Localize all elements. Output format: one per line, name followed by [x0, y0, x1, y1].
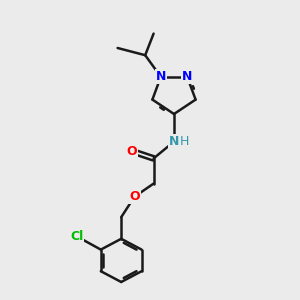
Text: O: O — [129, 190, 140, 203]
Text: N: N — [169, 135, 179, 148]
Text: H: H — [179, 135, 189, 148]
Text: Cl: Cl — [70, 230, 83, 243]
Text: N: N — [156, 70, 166, 83]
Text: O: O — [127, 145, 137, 158]
Text: N: N — [182, 70, 192, 83]
